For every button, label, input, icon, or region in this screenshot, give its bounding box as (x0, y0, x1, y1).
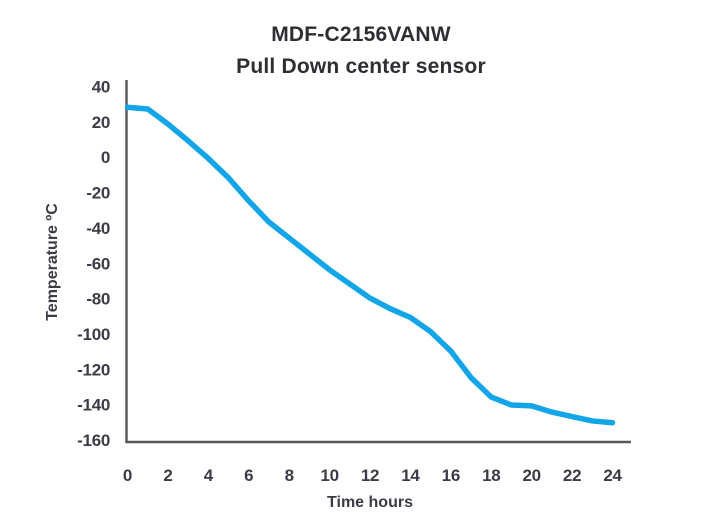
y-tick-label: -160 (77, 431, 110, 450)
chart-subtitle: Pull Down center sensor (236, 55, 486, 78)
x-tick-label: 24 (603, 466, 622, 485)
y-tick-labels: 40 20 0 -20 -40 -60 -80 -100 -120 -140 -160 (77, 78, 110, 451)
x-tick-label: 6 (244, 466, 253, 485)
y-tick-label: 40 (92, 78, 110, 97)
x-axis-title: Time hours (327, 494, 413, 511)
y-tick-label: -140 (77, 396, 110, 415)
x-tick-label: 0 (123, 466, 132, 485)
x-tick-label: 2 (163, 466, 172, 485)
x-tick-labels: 0 2 4 6 8 10 12 14 16 18 20 22 24 (123, 466, 623, 485)
y-tick-label: -80 (86, 290, 110, 309)
x-tick-label: 10 (320, 466, 338, 485)
x-tick-label: 14 (401, 466, 420, 485)
x-tick-label: 22 (563, 466, 581, 485)
x-tick-label: 4 (204, 466, 214, 485)
temperature-series-line (124, 104, 616, 426)
y-tick-label: -100 (77, 325, 110, 344)
x-tick-label: 12 (361, 466, 379, 485)
y-tick-label: -120 (77, 360, 110, 379)
axes (125, 80, 631, 444)
y-tick-label: 20 (92, 113, 110, 132)
y-tick-label: -20 (86, 184, 110, 203)
y-tick-label: -40 (86, 219, 110, 238)
y-tick-label: -60 (86, 254, 110, 273)
y-axis-title: Temperature ºC (44, 203, 61, 321)
x-tick-label: 16 (442, 466, 460, 485)
x-tick-label: 8 (285, 466, 294, 485)
x-tick-label: 18 (482, 466, 500, 485)
y-tick-label: 0 (101, 148, 110, 167)
chart-title: MDF-C2156VANW (271, 23, 451, 46)
x-tick-label: 20 (523, 466, 541, 485)
